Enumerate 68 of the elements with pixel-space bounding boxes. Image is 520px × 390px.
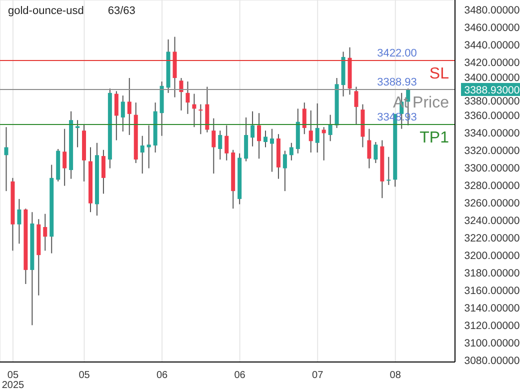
y-tick-label: 3440.00000: [464, 40, 520, 52]
y-tick-label: 3460.00000: [464, 22, 520, 34]
candlestick: [270, 128, 274, 172]
candlestick: [120, 95, 125, 132]
candlestick: [257, 112, 262, 160]
candlestick: [43, 213, 48, 252]
y-tick-label: 3340.00000: [464, 127, 520, 140]
y-tick-label: 3100.00000: [464, 338, 520, 350]
chart-title: gold-ounce-usd: [8, 5, 84, 17]
x-tick-label: 07: [312, 370, 324, 381]
candlestick: [374, 141, 378, 164]
candlestick: [302, 102, 306, 135]
candlestick: [308, 110, 313, 154]
x-tick-label: 05 2025: [2, 370, 25, 390]
x-tick-label: 05: [78, 370, 90, 381]
candlestick: [76, 120, 80, 148]
y-tick-label: 3420.00000: [464, 57, 520, 70]
y-tick-label: 3220.00000: [464, 232, 520, 245]
y-tick-label: 3260.00000: [464, 197, 520, 210]
candlestick: [354, 86, 358, 125]
y-tick-label: 3360.00000: [464, 110, 520, 122]
candlestick: [114, 90, 118, 141]
candlestick: [62, 128, 67, 186]
candlestick: [212, 118, 216, 174]
candlestick: [192, 93, 196, 128]
candlestick: [386, 156, 391, 186]
candlestick: [282, 150, 287, 192]
annotation: 63/63: [108, 5, 136, 17]
annotation: 3422.00: [377, 47, 417, 60]
ref-line-label: TP1: [420, 130, 450, 147]
candlestick: [127, 78, 132, 136]
y-tick-label: 3240.00000: [464, 215, 520, 228]
candlestick: [17, 198, 22, 244]
y-tick-label: 3200.00000: [464, 250, 520, 262]
y-tick-label: 3160.00000: [464, 285, 520, 298]
candlestick: [315, 102, 320, 154]
candlestick: [140, 135, 144, 174]
candlestick: [4, 126, 8, 192]
candlestick: [179, 78, 184, 111]
candlestick: [101, 149, 106, 194]
ref-line-label: SL: [429, 65, 450, 82]
candlestick: [224, 124, 229, 161]
y-tick-label: 3380.00000: [464, 95, 520, 108]
y-tick-label: 3480.00000: [464, 4, 520, 17]
y-tick-label: 3400.00000: [464, 72, 520, 84]
candlestick: [328, 114, 332, 142]
y-tick-label: 3280.00000: [464, 180, 520, 192]
candlestick: [218, 130, 222, 160]
y-tick-label: 3300.00000: [464, 162, 520, 174]
candlestick: [250, 110, 255, 147]
candlestick: [244, 116, 248, 162]
x-tick-label: 06: [234, 370, 246, 381]
candlestick: [264, 130, 268, 148]
candlestick: [367, 128, 372, 169]
y-tick-label: 3180.00000: [464, 268, 520, 280]
x-tick-label: 06: [156, 370, 168, 381]
x-tick-label: 08: [390, 370, 402, 381]
candlestick: [289, 142, 294, 161]
y-tick-label: 3388.93000: [464, 84, 520, 96]
annotation: 3388.93: [377, 76, 417, 88]
candlestick: [198, 104, 203, 135]
y-tick-label: 3320.00000: [464, 144, 520, 157]
candlestick: [322, 126, 326, 161]
y-tick-label: 3140.00000: [464, 302, 520, 315]
y-tick-label: 3080.00000: [464, 355, 520, 368]
y-tick-label: 3120.00000: [464, 320, 520, 332]
candlestick: [186, 81, 190, 114]
candlestick: [146, 124, 151, 169]
